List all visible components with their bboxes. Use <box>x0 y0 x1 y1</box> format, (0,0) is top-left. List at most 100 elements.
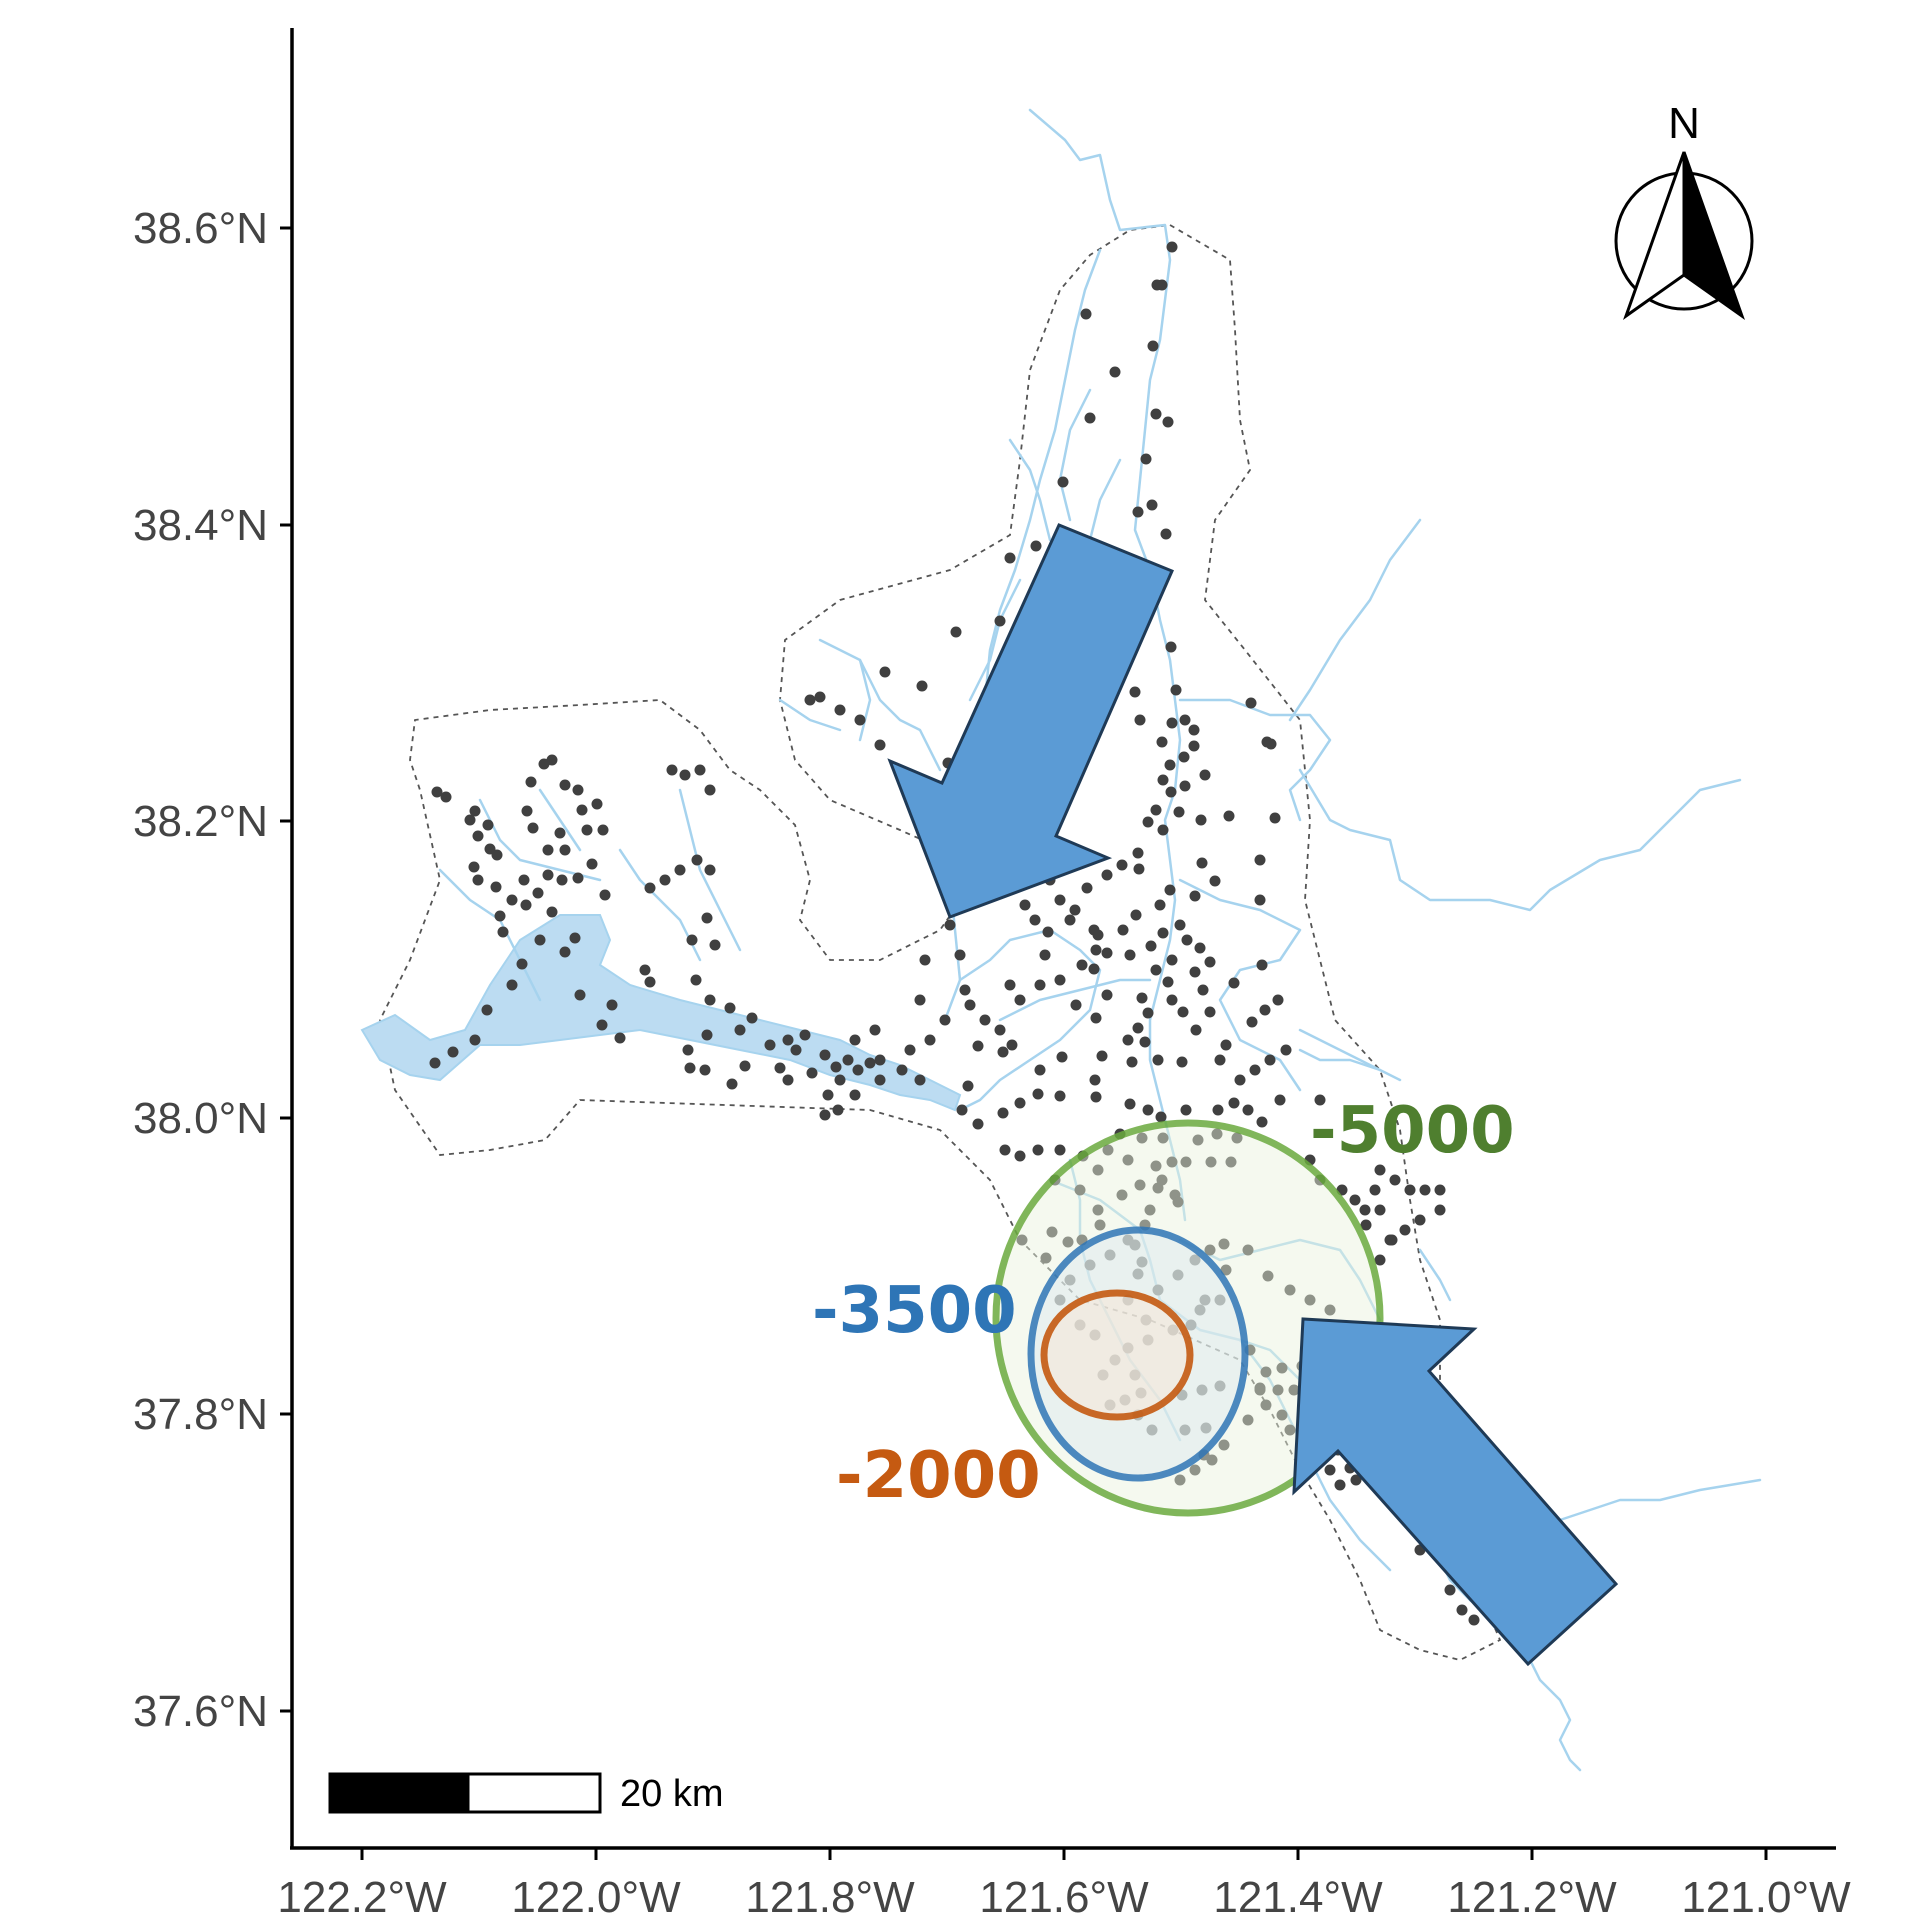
station-point <box>556 874 568 886</box>
flow-arrow-southeast <box>1292 1317 1619 1667</box>
station-point <box>1166 994 1178 1006</box>
station-point <box>1220 1264 1232 1276</box>
station-point <box>1188 724 1200 736</box>
station-point <box>1189 966 1201 978</box>
station-point <box>962 1080 974 1092</box>
station-point <box>569 932 581 944</box>
y-tick-label: 38.0°N <box>133 1094 268 1143</box>
station-point <box>1220 1039 1232 1051</box>
station-point <box>842 1054 854 1066</box>
station-point <box>1132 506 1144 518</box>
station-point <box>1170 684 1182 696</box>
y-tick-label: 37.8°N <box>133 1390 268 1439</box>
station-point <box>534 934 546 946</box>
station-point <box>1156 736 1168 748</box>
station-point <box>1090 944 1102 956</box>
station-point <box>1284 1284 1296 1296</box>
station-point <box>546 906 558 918</box>
station-point <box>1444 1584 1456 1596</box>
station-point <box>644 976 656 988</box>
y-tick-label: 38.4°N <box>133 501 268 550</box>
station-point <box>1194 942 1206 954</box>
station-point <box>1136 1256 1148 1268</box>
station-point <box>972 1040 984 1052</box>
station-point <box>874 1074 886 1086</box>
station-point <box>1157 824 1169 836</box>
station-point <box>1134 714 1146 726</box>
station-point <box>1109 1354 1121 1366</box>
station-point <box>1080 308 1092 320</box>
station-point <box>581 824 593 836</box>
station-point <box>864 1057 876 1069</box>
station-point <box>1034 1064 1046 1076</box>
station-point <box>481 1004 493 1016</box>
station-point <box>1032 1144 1044 1156</box>
station-point <box>1214 1054 1226 1066</box>
station-point <box>734 1024 746 1036</box>
station-point <box>1004 552 1016 564</box>
station-point <box>1135 1387 1147 1399</box>
station-point <box>1174 1474 1186 1486</box>
station-point <box>1172 1196 1184 1208</box>
station-point <box>1132 1268 1144 1280</box>
station-point <box>1205 1156 1217 1168</box>
station-point <box>1084 1259 1096 1271</box>
station-point <box>1192 1134 1204 1146</box>
station-point <box>1288 1384 1300 1396</box>
station-point <box>1014 1150 1026 1162</box>
station-point <box>997 1107 1009 1119</box>
station-point <box>1062 1236 1074 1248</box>
station-point <box>709 939 721 951</box>
station-point <box>591 798 603 810</box>
station-point <box>1056 1051 1068 1063</box>
station-point <box>1194 1304 1206 1316</box>
station-point <box>1272 994 1284 1006</box>
station-point <box>546 754 558 766</box>
station-point <box>1145 940 1157 952</box>
y-tick-label: 38.2°N <box>133 797 268 846</box>
station-point <box>586 858 598 870</box>
x-tick-label: 121.2°W <box>1447 1873 1617 1922</box>
study-area-boundary <box>379 224 1502 1661</box>
station-point <box>1374 1254 1386 1266</box>
station-point <box>690 974 702 986</box>
station-point <box>644 882 656 894</box>
station-point <box>1242 1104 1254 1116</box>
station-point <box>518 874 530 886</box>
station-point <box>1180 1104 1192 1116</box>
station-point <box>1166 241 1178 253</box>
station-point <box>1180 1156 1192 1168</box>
station-point <box>1264 1054 1276 1066</box>
station-point <box>1142 1334 1154 1346</box>
station-point <box>1160 528 1172 540</box>
station-point <box>1245 697 1257 709</box>
station-point <box>1122 1154 1134 1166</box>
station-point <box>1152 1284 1164 1296</box>
station-point <box>1256 1116 1268 1128</box>
station-point <box>1196 1384 1208 1396</box>
station-point <box>1089 1074 1101 1086</box>
station-point <box>1265 738 1277 750</box>
station-point <box>834 1074 846 1086</box>
station-point <box>1185 1319 1197 1331</box>
station-point <box>994 615 1006 627</box>
station-point <box>1064 914 1076 926</box>
station-point <box>1225 1156 1237 1168</box>
station-point <box>1269 812 1281 824</box>
station-point <box>1173 806 1185 818</box>
station-point <box>1162 976 1174 988</box>
station-point <box>1042 926 1054 938</box>
station-point <box>1204 1244 1216 1256</box>
station-point <box>699 1064 711 1076</box>
subsidence-contours <box>992 1119 1384 1517</box>
station-point <box>849 1034 861 1046</box>
contour-label-3500: -3500 <box>812 1274 1017 1348</box>
station-point <box>1129 1239 1141 1251</box>
station-point <box>1070 999 1082 1011</box>
station-point <box>639 964 651 976</box>
station-point <box>1434 1184 1446 1196</box>
station-point <box>1314 1094 1326 1106</box>
station-point <box>1157 1132 1169 1144</box>
station-point <box>701 912 713 924</box>
station-point <box>1276 1409 1288 1421</box>
